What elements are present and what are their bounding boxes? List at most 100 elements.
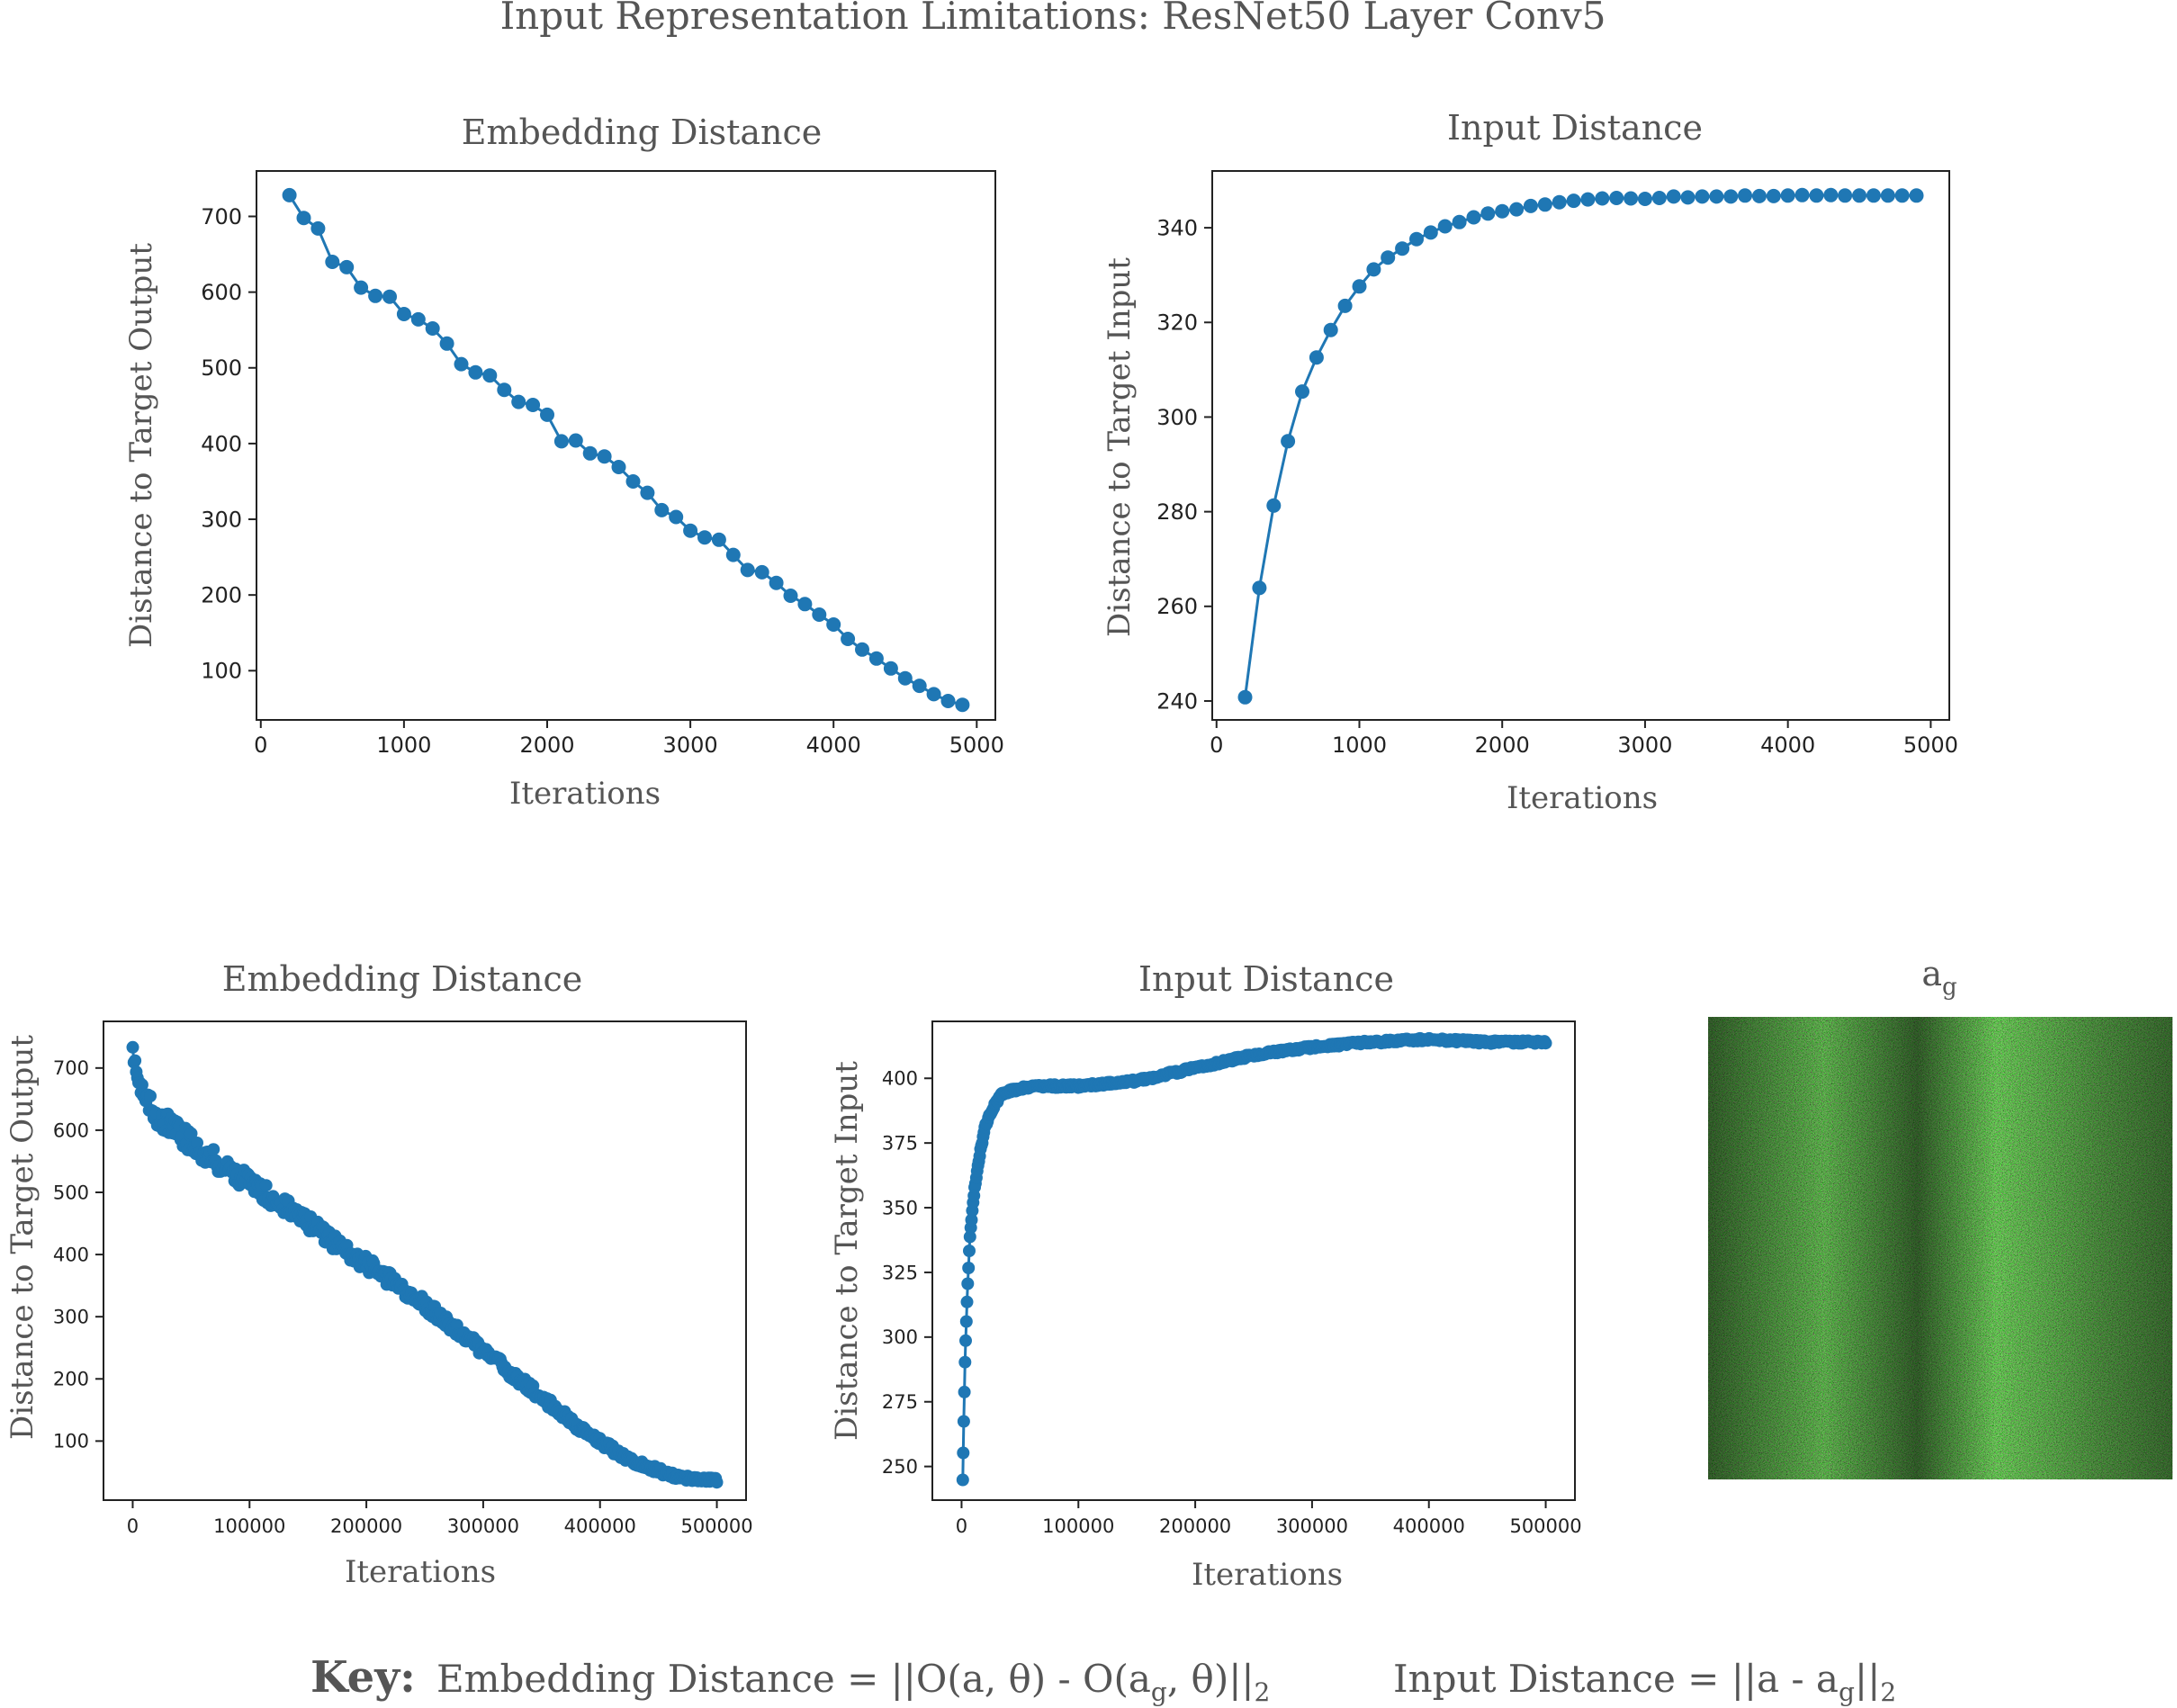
data-point xyxy=(1637,192,1652,206)
data-point xyxy=(1766,188,1781,203)
y-tick-label: 280 xyxy=(1156,499,1198,525)
data-series xyxy=(282,187,970,713)
data-point xyxy=(1651,191,1667,205)
data-point xyxy=(940,694,956,708)
data-point xyxy=(191,1137,203,1149)
data-point xyxy=(883,661,898,676)
x-tick-label: 300000 xyxy=(1276,1515,1348,1537)
y-tick-label: 300 xyxy=(201,507,242,532)
data-point xyxy=(135,1078,148,1092)
series-line xyxy=(1244,193,1917,697)
image-title: ag xyxy=(1921,954,1957,1001)
y-tick-label: 260 xyxy=(1156,594,1198,619)
data-series xyxy=(1237,187,1924,705)
data-point xyxy=(1352,279,1367,294)
data-point xyxy=(184,1127,198,1140)
data-point xyxy=(439,336,454,351)
x-tick-label: 4000 xyxy=(1760,733,1815,758)
data-point xyxy=(468,364,483,380)
data-point xyxy=(1409,231,1424,247)
data-point xyxy=(454,356,469,372)
data-point xyxy=(1566,193,1581,209)
chart-bottom-input: Input Distance 0 100000 200000 300000 400000… xyxy=(829,959,1582,1593)
x-tick-label: 1000 xyxy=(1332,733,1387,758)
data-point xyxy=(611,460,626,474)
data-point xyxy=(1852,188,1867,203)
data-point xyxy=(282,187,297,202)
data-point xyxy=(1539,1037,1552,1050)
x-tick-label: 400000 xyxy=(564,1515,636,1537)
y-tick-label: 700 xyxy=(53,1057,89,1079)
x-tick-label: 0 xyxy=(956,1515,967,1537)
y-tick-label: 300 xyxy=(53,1307,89,1328)
y-tick-label: 500 xyxy=(201,355,242,381)
data-point xyxy=(1323,322,1338,337)
data-point xyxy=(540,407,554,422)
y-tick-label: 200 xyxy=(53,1369,89,1390)
data-point xyxy=(1780,188,1795,203)
data-point xyxy=(259,1179,273,1192)
data-point xyxy=(955,697,970,713)
adversarial-image-panel: ag xyxy=(1708,954,2173,1479)
chart-title: Embedding Distance xyxy=(222,959,583,999)
data-point xyxy=(1552,194,1567,210)
plot-frame xyxy=(103,1020,747,1501)
key-input-formula: Input Distance = ||a - ag||2 xyxy=(1393,1657,1896,1707)
data-point xyxy=(1480,206,1496,221)
data-point xyxy=(410,311,426,327)
x-tick-label: 100000 xyxy=(1042,1515,1114,1537)
data-point xyxy=(1880,188,1895,203)
data-point xyxy=(958,1385,971,1398)
data-point xyxy=(207,1143,220,1156)
x-tick-label: 5000 xyxy=(949,733,1004,758)
key-label: Key: xyxy=(310,1652,416,1703)
y-tick-label: 700 xyxy=(201,204,242,229)
data-point xyxy=(1452,214,1467,229)
data-point xyxy=(511,394,526,409)
data-point xyxy=(1266,498,1282,513)
x-tick-label: 100000 xyxy=(213,1515,285,1537)
data-point xyxy=(1595,191,1610,206)
y-tick-label: 100 xyxy=(53,1431,89,1452)
y-tick-label: 100 xyxy=(201,659,242,684)
data-point xyxy=(959,1334,972,1347)
y-tick-label: 400 xyxy=(201,431,242,456)
data-point xyxy=(1838,188,1853,203)
data-point xyxy=(1666,189,1681,204)
x-tick-label: 3000 xyxy=(663,733,718,758)
data-point xyxy=(965,1213,978,1227)
axis-ticks: 0 1000 2000 3000 4000 5000 240 260 280 300 320 340 xyxy=(1156,216,1958,758)
axis-ticks: 0 1000 2000 3000 4000 5000 100 200 300 400 500 600 7… xyxy=(201,204,1004,758)
data-point xyxy=(1723,189,1739,204)
data-point xyxy=(1281,434,1296,449)
chart-title: Input Distance xyxy=(1447,108,1703,148)
data-point xyxy=(582,445,598,461)
y-tick-label: 500 xyxy=(53,1182,89,1203)
x-tick-label: 4000 xyxy=(806,733,861,758)
data-series xyxy=(126,1040,724,1489)
data-point xyxy=(1609,191,1624,205)
axis-ticks: 0 100000 200000 300000 400000 500000 100 200 300… xyxy=(53,1057,753,1537)
data-point xyxy=(597,449,612,464)
data-point xyxy=(963,1230,976,1244)
data-point xyxy=(1866,188,1881,203)
x-tick-label: 0 xyxy=(1210,733,1223,758)
data-point xyxy=(1537,197,1552,212)
data-point xyxy=(354,280,369,295)
x-tick-label: 400000 xyxy=(1393,1515,1465,1537)
data-point xyxy=(482,368,498,383)
data-point xyxy=(1894,188,1910,203)
noise-shading xyxy=(1708,1017,2173,1479)
y-axis-label: Distance to Target Output xyxy=(4,1035,40,1440)
data-point xyxy=(1624,191,1639,206)
x-tick-label: 5000 xyxy=(1903,733,1958,758)
data-point xyxy=(1509,202,1525,217)
data-point xyxy=(1680,190,1696,205)
y-tick-label: 300 xyxy=(882,1326,918,1348)
data-point xyxy=(1823,187,1839,202)
y-tick-label: 350 xyxy=(882,1197,918,1218)
data-point xyxy=(710,1476,724,1489)
series-line xyxy=(961,1036,1547,1480)
x-axis-label: Iterations xyxy=(1192,1557,1343,1593)
y-tick-label: 400 xyxy=(53,1244,89,1265)
